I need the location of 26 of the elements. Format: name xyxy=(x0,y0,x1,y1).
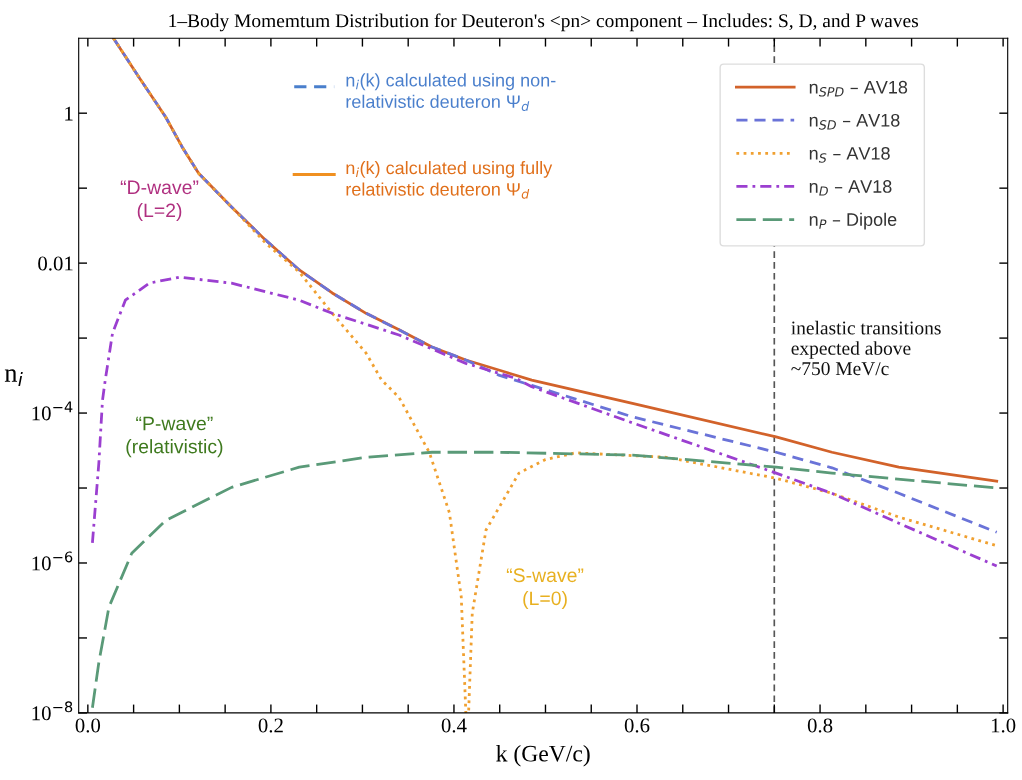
legend-label: n$_{D}$ – AV18 xyxy=(809,180,892,196)
x-tick-label: 1.0 xyxy=(991,718,1016,733)
x-tick-label: 0.8 xyxy=(807,718,833,733)
annotation: “S-wave” (L=0) xyxy=(506,568,584,610)
chart-title: 1–Body Momemtum Distribution for Deuteron's <pn> component – Includes: S, D, and P waves xyxy=(169,13,919,32)
x-tick-label: 0.6 xyxy=(624,718,650,733)
legend-label: n$_{SD}$ – AV18 xyxy=(809,113,900,130)
y-tick-label: 1 xyxy=(65,106,73,121)
x-tick-label: 0.4 xyxy=(441,718,467,733)
y-tick-label: 10$^{−4}$ xyxy=(32,401,73,421)
annotation: n$_{i}$(k) calculated using non- relativistic deuteron Ψ$_{d}$ xyxy=(346,73,556,111)
x-axis-title: k (GeV/c) xyxy=(496,745,590,767)
x-tick-label: 0.2 xyxy=(258,718,283,733)
line-series xyxy=(91,275,999,568)
annotation: “D-wave” (L=2) xyxy=(120,180,199,222)
x-tick-label: 0.0 xyxy=(75,718,101,733)
legend-label: n$_{P}$ – Dipole xyxy=(809,212,897,230)
legend-label: n$_{S}$ – AV18 xyxy=(809,146,890,163)
y-axis-title: n$_{i}$ xyxy=(4,369,23,387)
legend-label: n$_{SPD}$ – AV18 xyxy=(809,80,908,97)
annotation: “P-wave” (relativistic) xyxy=(126,416,223,458)
ref-line-label: inelastic transitions expected above ~750 MeV/c xyxy=(791,320,941,376)
y-tick-label: 10$^{−8}$ xyxy=(32,701,73,721)
y-tick-label: 0.01 xyxy=(38,256,73,271)
annotation: n$_{i}$(k) calculated using fully relativistic deuteron Ψ$_{d}$ xyxy=(346,161,553,199)
y-tick-label: 10$^{−6}$ xyxy=(32,551,73,571)
